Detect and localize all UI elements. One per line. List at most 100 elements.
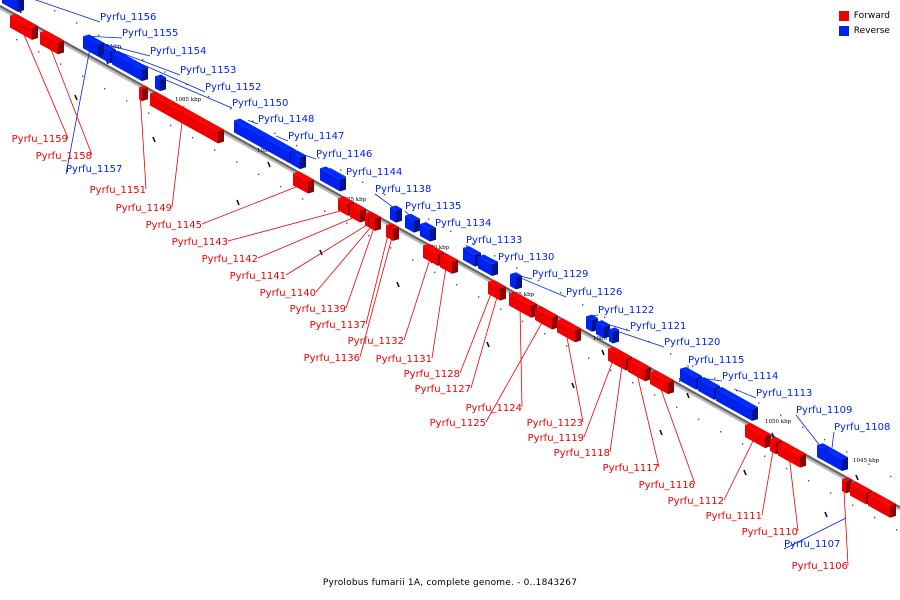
- gene-pyrfu-1126-front: [512, 275, 516, 290]
- gene-pyrfu-1144-side: [340, 177, 346, 192]
- ruler-label: 1050 kbp: [765, 419, 792, 425]
- gene-pyrfu-1124-top: [509, 291, 537, 306]
- gene-pyrfu-1149[interactable]: [150, 91, 224, 144]
- pyrfu-1106-leader: [843, 490, 849, 566]
- pyrfu-1112-leader: [723, 436, 756, 501]
- tick-dot: [764, 455, 766, 457]
- pyrfu-1148-label: Pyrfu_1148: [258, 114, 314, 125]
- pyrfu-1117-leader: [636, 371, 660, 468]
- gene-pyrfu-1106-top: [842, 477, 852, 482]
- ruler-tick: [855, 474, 859, 481]
- gene-pyrfu-1123[interactable]: [557, 318, 581, 343]
- gene-right-edge-2-top: [868, 491, 896, 506]
- gene-pyrfu-1132-top: [423, 243, 444, 254]
- pyrfu-1123-label: Pyrfu_1123: [527, 418, 583, 429]
- gene-pyrfu-1121-top: [596, 320, 610, 327]
- gene-pyrfu-1113[interactable]: [716, 387, 758, 421]
- gene-pyrfu-1121[interactable]: [596, 320, 610, 339]
- gene-pyrfu-1126-top: [512, 273, 522, 278]
- gene-pyrfu-1108[interactable]: [822, 446, 848, 471]
- tick-dot: [824, 438, 826, 441]
- gene-pyrfu-1125[interactable]: [535, 306, 558, 330]
- gene-pyrfu-1112[interactable]: [745, 423, 771, 449]
- gene-pyrfu-1126-side: [516, 275, 522, 290]
- pyrfu-1157-label: Pyrfu_1157: [66, 164, 122, 175]
- forward-swatch: [838, 10, 849, 21]
- pyrfu-1141-leader: [285, 224, 367, 276]
- tick-dot: [478, 296, 480, 298]
- pyrfu-1106-label: Pyrfu_1106: [792, 561, 848, 572]
- tick-dot: [610, 369, 612, 372]
- gene-pyrfu-1118-top: [618, 352, 632, 359]
- gene-pyrfu-1130-top: [478, 254, 498, 265]
- gene-pyrfu-1134[interactable]: [420, 222, 436, 242]
- gene-pyrfu-1116[interactable]: [650, 370, 674, 395]
- pyrfu-1150-label: Pyrfu_1150: [232, 98, 288, 109]
- gene-pyrfu-1126[interactable]: [512, 273, 522, 290]
- gene-pyrfu-1117-side: [645, 367, 651, 382]
- gene-pyrfu-1145[interactable]: [293, 171, 314, 194]
- pyrfu-1145-leader: [201, 184, 301, 225]
- gene-pyrfu-1139[interactable]: [372, 215, 381, 231]
- gene-pyrfu-1144[interactable]: [320, 166, 346, 192]
- gene-pyrfu-1147-front: [262, 135, 290, 164]
- gene-pyrfu-1135[interactable]: [405, 213, 420, 233]
- pyrfu-1147-label: Pyrfu_1147: [288, 131, 344, 142]
- tick-dot: [252, 120, 254, 122]
- gene-pyrfu-1127-front: [494, 285, 500, 301]
- gene-pyrfu-1151[interactable]: [139, 85, 148, 102]
- pyrfu-1145-label: Pyrfu_1145: [146, 220, 202, 231]
- gene-pyrfu-1137-top: [386, 223, 395, 227]
- gene-pyrfu-1142[interactable]: [350, 203, 366, 223]
- tick-dot: [16, 38, 18, 41]
- tick-dot: [808, 480, 810, 482]
- tick-dot: [654, 394, 656, 396]
- gene-pyrfu-1152-side: [142, 67, 148, 82]
- gene-pyrfu-1127[interactable]: [494, 283, 506, 301]
- tick-dot: [236, 161, 238, 163]
- gene-pyrfu-1108-side: [842, 457, 848, 471]
- gene-pyrfu-1110[interactable]: [778, 441, 806, 468]
- gene-pyrfu-1156[interactable]: [2, 0, 24, 13]
- ruler-label: 1045 kbp: [853, 458, 880, 464]
- tick-dot: [428, 218, 430, 220]
- gene-pyrfu-1117[interactable]: [628, 357, 651, 382]
- gene-pyrfu-1158-front: [40, 32, 58, 55]
- gene-pyrfu-1141-top: [365, 211, 374, 215]
- gene-pyrfu-1130[interactable]: [478, 254, 498, 277]
- pyrfu-1139-leader: [345, 229, 374, 309]
- pyrfu-1156-leader: [34, 0, 101, 23]
- pyrfu-1156-label: Pyrfu_1156: [100, 12, 156, 23]
- gene-pyrfu-1152[interactable]: [128, 59, 148, 82]
- pyrfu-1131-label: Pyrfu_1131: [376, 354, 432, 365]
- tick-dot: [208, 95, 210, 98]
- gene-pyrfu-1150[interactable]: [155, 74, 166, 92]
- gene-pyrfu-1157[interactable]: [86, 36, 104, 57]
- pyrfu-1136-leader: [359, 239, 392, 358]
- gene-pyrfu-1128-top: [488, 280, 500, 286]
- tick-dot: [890, 475, 892, 478]
- gene-pyrfu-1158-top: [40, 30, 64, 43]
- gene-pyrfu-1159[interactable]: [10, 13, 38, 40]
- gene-pyrfu-1131[interactable]: [440, 253, 458, 274]
- gene-pyrfu-1149-side: [218, 129, 224, 144]
- gene-pyrfu-1116-top: [650, 370, 674, 383]
- pyrfu-1108-leader: [831, 431, 835, 448]
- gene-pyrfu-1146[interactable]: [291, 150, 306, 170]
- gene-pyrfu-1123-top: [557, 318, 581, 331]
- pyrfu-1135-leader: [404, 210, 410, 216]
- gene-pyrfu-1120[interactable]: [609, 327, 619, 344]
- tick-dot: [230, 108, 232, 110]
- pyrfu-1148-leader: [247, 119, 259, 125]
- tick-dot: [560, 291, 562, 294]
- gene-pyrfu-1158[interactable]: [40, 30, 64, 55]
- pyrfu-1151-leader: [140, 99, 147, 190]
- gene-pyrfu-1138[interactable]: [390, 205, 402, 223]
- gene-pyrfu-1113-top: [716, 387, 758, 409]
- pyrfu-1152-leader: [134, 60, 206, 93]
- gene-pyrfu-1136[interactable]: [390, 225, 399, 241]
- tick-dot: [846, 451, 848, 453]
- pyrfu-1123-leader: [565, 332, 584, 423]
- gene-right-edge-2[interactable]: [868, 491, 896, 518]
